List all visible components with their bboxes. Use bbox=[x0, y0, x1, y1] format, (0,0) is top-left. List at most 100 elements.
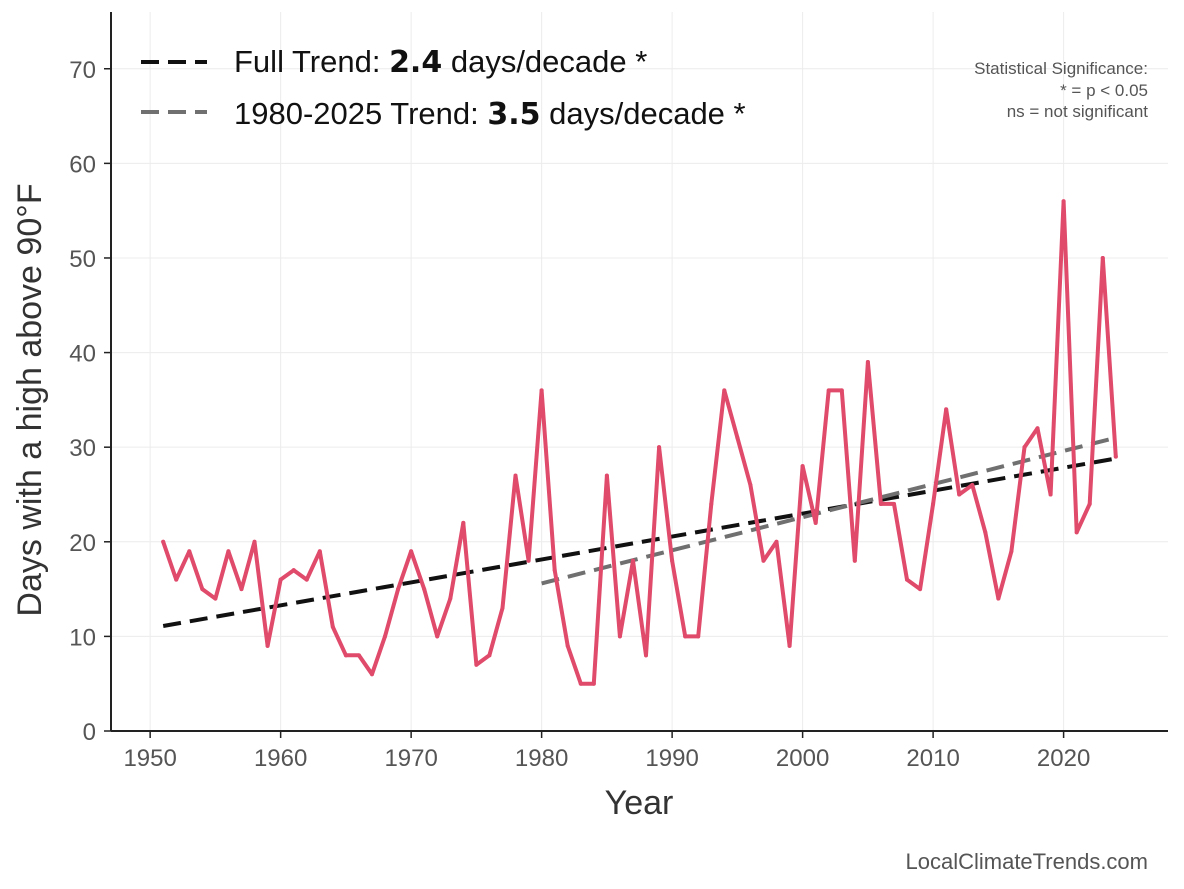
data-point-2009 bbox=[918, 587, 923, 592]
y-tick-label-60: 60 bbox=[69, 151, 96, 178]
data-point-1956 bbox=[226, 549, 231, 554]
data-point-1976 bbox=[487, 653, 492, 658]
axes bbox=[110, 12, 1168, 732]
data-point-1992 bbox=[696, 634, 701, 639]
data-point-1963 bbox=[317, 549, 322, 554]
data-point-1960 bbox=[278, 577, 283, 582]
data-point-1996 bbox=[748, 483, 753, 488]
data-point-1982 bbox=[565, 643, 570, 648]
data-point-1973 bbox=[448, 596, 453, 601]
data-point-1985 bbox=[604, 473, 609, 478]
data-point-1987 bbox=[630, 558, 635, 563]
data-point-1986 bbox=[617, 634, 622, 639]
data-point-1983 bbox=[578, 681, 583, 686]
data-point-1994 bbox=[722, 388, 727, 393]
y-tick-label-30: 30 bbox=[69, 435, 96, 462]
data-series bbox=[161, 199, 1118, 686]
data-point-2019 bbox=[1048, 492, 1053, 497]
y-axis-ticks: 0 10 20 30 40 50 60 70 bbox=[69, 57, 111, 746]
data-point-1972 bbox=[435, 634, 440, 639]
source-credit: LocalClimateTrends.com bbox=[906, 849, 1149, 874]
data-point-1952 bbox=[174, 577, 179, 582]
x-tick-label-1980: 1980 bbox=[515, 745, 568, 772]
significance-line-2: ns = not significant bbox=[1007, 102, 1149, 121]
data-point-2015 bbox=[996, 596, 1001, 601]
data-point-1968 bbox=[383, 634, 388, 639]
data-point-1978 bbox=[513, 473, 518, 478]
data-point-1981 bbox=[552, 568, 557, 573]
grid bbox=[111, 12, 1168, 732]
data-point-1955 bbox=[213, 596, 218, 601]
data-point-2022 bbox=[1087, 501, 1092, 506]
y-tick-label-10: 10 bbox=[69, 624, 96, 651]
data-point-1958 bbox=[252, 539, 257, 544]
legend: Full Trend: 2.4 days/decade * 1980-2025 … bbox=[141, 44, 746, 132]
y-tick-label-50: 50 bbox=[69, 246, 96, 273]
y-axis-title: Days with a high above 90°F bbox=[11, 183, 49, 616]
data-point-2004 bbox=[852, 558, 857, 563]
data-point-2001 bbox=[813, 520, 818, 525]
data-point-1966 bbox=[356, 653, 361, 658]
data-point-2000 bbox=[800, 464, 805, 469]
y-tick-label-0: 0 bbox=[83, 719, 96, 746]
data-point-1975 bbox=[474, 662, 479, 667]
data-point-1959 bbox=[265, 643, 270, 648]
data-point-2024 bbox=[1113, 454, 1118, 459]
data-point-1962 bbox=[304, 577, 309, 582]
legend-label-1980-trend: 1980-2025 Trend: 3.5 days/decade * bbox=[234, 96, 746, 132]
data-point-1995 bbox=[735, 435, 740, 440]
significance-title: Statistical Significance: bbox=[974, 59, 1148, 78]
data-point-2002 bbox=[826, 388, 831, 393]
data-point-2010 bbox=[931, 501, 936, 506]
x-tick-label-1960: 1960 bbox=[254, 745, 307, 772]
y-tick-label-20: 20 bbox=[69, 530, 96, 557]
data-point-2018 bbox=[1035, 426, 1040, 431]
legend-value-full: 2.4 bbox=[389, 45, 442, 80]
data-point-1953 bbox=[187, 549, 192, 554]
data-point-1988 bbox=[644, 653, 649, 658]
data-point-2007 bbox=[891, 501, 896, 506]
x-tick-label-2000: 2000 bbox=[776, 745, 829, 772]
data-point-2017 bbox=[1022, 445, 1027, 450]
data-point-2020 bbox=[1061, 199, 1066, 204]
x-tick-label-1950: 1950 bbox=[123, 745, 176, 772]
trend-lines bbox=[162, 435, 1117, 628]
significance-note: Statistical Significance: * = p < 0.05 n… bbox=[974, 59, 1148, 121]
legend-suffix-1980: days/decade * bbox=[541, 96, 746, 131]
data-point-1969 bbox=[396, 587, 401, 592]
legend-prefix-1980: 1980-2025 Trend: bbox=[234, 96, 487, 131]
data-point-2003 bbox=[839, 388, 844, 393]
data-point-1984 bbox=[591, 681, 596, 686]
data-point-1971 bbox=[422, 587, 427, 592]
y-tick-label-40: 40 bbox=[69, 341, 96, 368]
data-point-1977 bbox=[500, 606, 505, 611]
data-point-1979 bbox=[526, 558, 531, 563]
trend-line-1980 bbox=[541, 435, 1117, 586]
legend-prefix-full: Full Trend: bbox=[234, 44, 389, 79]
data-point-1999 bbox=[787, 643, 792, 648]
data-point-1998 bbox=[774, 539, 779, 544]
data-point-2012 bbox=[957, 492, 962, 497]
data-point-1970 bbox=[409, 549, 414, 554]
legend-suffix-full: days/decade * bbox=[442, 44, 647, 79]
x-tick-label-1990: 1990 bbox=[645, 745, 698, 772]
data-point-2021 bbox=[1074, 530, 1079, 535]
x-axis-ticks: 1950 1960 1970 1980 1990 2000 2010 2020 bbox=[123, 731, 1090, 772]
data-point-1997 bbox=[761, 558, 766, 563]
data-point-1964 bbox=[330, 624, 335, 629]
data-point-1954 bbox=[200, 587, 205, 592]
data-point-2014 bbox=[983, 530, 988, 535]
x-tick-label-2020: 2020 bbox=[1037, 745, 1090, 772]
legend-value-1980: 3.5 bbox=[487, 97, 540, 132]
data-point-1951 bbox=[161, 539, 166, 544]
x-axis-title: Year bbox=[605, 784, 674, 822]
data-point-2013 bbox=[970, 483, 975, 488]
data-point-1989 bbox=[657, 445, 662, 450]
x-tick-label-2010: 2010 bbox=[906, 745, 959, 772]
data-point-1980 bbox=[539, 388, 544, 393]
legend-label-full-trend: Full Trend: 2.4 days/decade * bbox=[234, 44, 647, 80]
data-point-1974 bbox=[461, 520, 466, 525]
data-point-2008 bbox=[905, 577, 910, 582]
data-point-1961 bbox=[291, 568, 296, 573]
